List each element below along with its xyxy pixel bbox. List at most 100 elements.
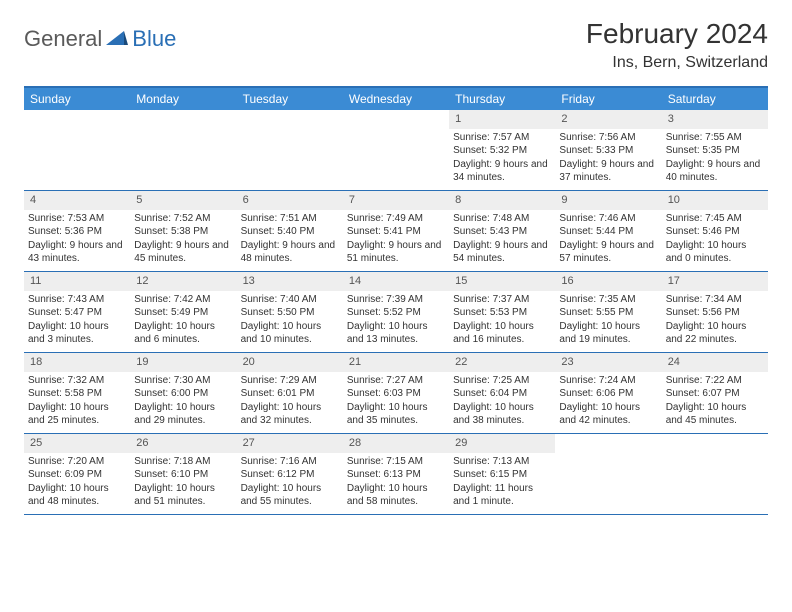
daylight-text: Daylight: 10 hours and 38 minutes. bbox=[453, 401, 551, 428]
day-cell: 21Sunrise: 7:27 AMSunset: 6:03 PMDayligh… bbox=[343, 353, 449, 433]
daylight-text: Daylight: 10 hours and 35 minutes. bbox=[347, 401, 445, 428]
sunrise-text: Sunrise: 7:22 AM bbox=[666, 374, 764, 388]
daylight-text: Daylight: 10 hours and 19 minutes. bbox=[559, 320, 657, 347]
day-cell: 18Sunrise: 7:32 AMSunset: 5:58 PMDayligh… bbox=[24, 353, 130, 433]
sunrise-text: Sunrise: 7:24 AM bbox=[559, 374, 657, 388]
day-cell: 20Sunrise: 7:29 AMSunset: 6:01 PMDayligh… bbox=[237, 353, 343, 433]
day-cell: 23Sunrise: 7:24 AMSunset: 6:06 PMDayligh… bbox=[555, 353, 661, 433]
sunrise-text: Sunrise: 7:45 AM bbox=[666, 212, 764, 226]
daylight-text: Daylight: 9 hours and 45 minutes. bbox=[134, 239, 232, 266]
logo: General Blue bbox=[24, 18, 176, 52]
day-number: 7 bbox=[343, 191, 449, 210]
sunset-text: Sunset: 5:46 PM bbox=[666, 225, 764, 239]
sunset-text: Sunset: 6:13 PM bbox=[347, 468, 445, 482]
title-block: February 2024 Ins, Bern, Switzerland bbox=[586, 18, 768, 72]
day-body: Sunrise: 7:52 AMSunset: 5:38 PMDaylight:… bbox=[130, 210, 236, 270]
day-number: 3 bbox=[662, 110, 768, 129]
daylight-text: Daylight: 10 hours and 0 minutes. bbox=[666, 239, 764, 266]
day-number: 17 bbox=[662, 272, 768, 291]
daylight-text: Daylight: 9 hours and 34 minutes. bbox=[453, 158, 551, 185]
logo-text-general: General bbox=[24, 26, 102, 52]
sunset-text: Sunset: 6:12 PM bbox=[241, 468, 339, 482]
day-header: Wednesday bbox=[343, 88, 449, 110]
day-number: 24 bbox=[662, 353, 768, 372]
day-number: 4 bbox=[24, 191, 130, 210]
sunset-text: Sunset: 6:09 PM bbox=[28, 468, 126, 482]
day-number: 11 bbox=[24, 272, 130, 291]
day-cell: 29Sunrise: 7:13 AMSunset: 6:15 PMDayligh… bbox=[449, 434, 555, 514]
day-header: Saturday bbox=[662, 88, 768, 110]
day-header-row: SundayMondayTuesdayWednesdayThursdayFrid… bbox=[24, 88, 768, 110]
sunrise-text: Sunrise: 7:43 AM bbox=[28, 293, 126, 307]
sunrise-text: Sunrise: 7:25 AM bbox=[453, 374, 551, 388]
day-header: Monday bbox=[130, 88, 236, 110]
triangle-icon bbox=[106, 29, 128, 50]
week-row: 18Sunrise: 7:32 AMSunset: 5:58 PMDayligh… bbox=[24, 353, 768, 434]
daylight-text: Daylight: 10 hours and 13 minutes. bbox=[347, 320, 445, 347]
day-number: 20 bbox=[237, 353, 343, 372]
sunrise-text: Sunrise: 7:35 AM bbox=[559, 293, 657, 307]
day-body: Sunrise: 7:24 AMSunset: 6:06 PMDaylight:… bbox=[555, 372, 661, 432]
day-cell: 24Sunrise: 7:22 AMSunset: 6:07 PMDayligh… bbox=[662, 353, 768, 433]
sunrise-text: Sunrise: 7:55 AM bbox=[666, 131, 764, 145]
daylight-text: Daylight: 10 hours and 10 minutes. bbox=[241, 320, 339, 347]
sunrise-text: Sunrise: 7:53 AM bbox=[28, 212, 126, 226]
sunset-text: Sunset: 5:55 PM bbox=[559, 306, 657, 320]
day-cell: 16 Sunrise: 7:35 AMSunset: 5:55 PMDayligh… bbox=[555, 272, 661, 352]
day-cell: 27Sunrise: 7:16 AMSunset: 6:12 PMDayligh… bbox=[237, 434, 343, 514]
sunset-text: Sunset: 5:50 PM bbox=[241, 306, 339, 320]
day-number: 12 bbox=[130, 272, 236, 291]
calendar-body: 1Sunrise: 7:57 AMSunset: 5:32 PMDaylight… bbox=[24, 110, 768, 515]
sunrise-text: Sunrise: 7:20 AM bbox=[28, 455, 126, 469]
sunset-text: Sunset: 5:47 PM bbox=[28, 306, 126, 320]
day-body: Sunrise: 7:48 AMSunset: 5:43 PMDaylight:… bbox=[449, 210, 555, 270]
day-body: Sunrise: 7:46 AMSunset: 5:44 PMDaylight:… bbox=[555, 210, 661, 270]
daylight-text: Daylight: 10 hours and 58 minutes. bbox=[347, 482, 445, 509]
day-header: Thursday bbox=[449, 88, 555, 110]
day-cell: 6Sunrise: 7:51 AMSunset: 5:40 PMDaylight… bbox=[237, 191, 343, 271]
daylight-text: Daylight: 10 hours and 32 minutes. bbox=[241, 401, 339, 428]
day-body: Sunrise: 7:57 AMSunset: 5:32 PMDaylight:… bbox=[449, 129, 555, 189]
sunset-text: Sunset: 6:03 PM bbox=[347, 387, 445, 401]
day-number: 16 bbox=[555, 272, 661, 291]
daylight-text: Daylight: 9 hours and 51 minutes. bbox=[347, 239, 445, 266]
day-number: 25 bbox=[24, 434, 130, 453]
daylight-text: Daylight: 9 hours and 54 minutes. bbox=[453, 239, 551, 266]
day-cell: 4Sunrise: 7:53 AMSunset: 5:36 PMDaylight… bbox=[24, 191, 130, 271]
sunset-text: Sunset: 5:43 PM bbox=[453, 225, 551, 239]
day-body: Sunrise: 7:29 AMSunset: 6:01 PMDaylight:… bbox=[237, 372, 343, 432]
empty-cell bbox=[343, 110, 449, 190]
sunrise-text: Sunrise: 7:29 AM bbox=[241, 374, 339, 388]
day-body: Sunrise: 7:51 AMSunset: 5:40 PMDaylight:… bbox=[237, 210, 343, 270]
header: General Blue February 2024 Ins, Bern, Sw… bbox=[24, 18, 768, 72]
daylight-text: Daylight: 10 hours and 51 minutes. bbox=[134, 482, 232, 509]
sunset-text: Sunset: 6:01 PM bbox=[241, 387, 339, 401]
day-body: Sunrise: 7:15 AMSunset: 6:13 PMDaylight:… bbox=[343, 453, 449, 513]
sunrise-text: Sunrise: 7:56 AM bbox=[559, 131, 657, 145]
day-number: 14 bbox=[343, 272, 449, 291]
daylight-text: Daylight: 10 hours and 6 minutes. bbox=[134, 320, 232, 347]
daylight-text: Daylight: 10 hours and 42 minutes. bbox=[559, 401, 657, 428]
sunset-text: Sunset: 5:53 PM bbox=[453, 306, 551, 320]
sunset-text: Sunset: 5:33 PM bbox=[559, 144, 657, 158]
day-cell: 19Sunrise: 7:30 AMSunset: 6:00 PMDayligh… bbox=[130, 353, 236, 433]
sunrise-text: Sunrise: 7:40 AM bbox=[241, 293, 339, 307]
sunrise-text: Sunrise: 7:34 AM bbox=[666, 293, 764, 307]
sunrise-text: Sunrise: 7:27 AM bbox=[347, 374, 445, 388]
day-cell: 2Sunrise: 7:56 AMSunset: 5:33 PMDaylight… bbox=[555, 110, 661, 190]
daylight-text: Daylight: 10 hours and 16 minutes. bbox=[453, 320, 551, 347]
daylight-text: Daylight: 9 hours and 57 minutes. bbox=[559, 239, 657, 266]
daylight-text: Daylight: 11 hours and 1 minute. bbox=[453, 482, 551, 509]
day-cell: 9Sunrise: 7:46 AMSunset: 5:44 PMDaylight… bbox=[555, 191, 661, 271]
day-cell: 25Sunrise: 7:20 AMSunset: 6:09 PMDayligh… bbox=[24, 434, 130, 514]
daylight-text: Daylight: 9 hours and 40 minutes. bbox=[666, 158, 764, 185]
day-number: 27 bbox=[237, 434, 343, 453]
week-row: 25 Sunrise: 7:20 AMSunset: 6:09 PM Dayligh… bbox=[24, 434, 768, 515]
day-header: Friday bbox=[555, 88, 661, 110]
day-number: 15 bbox=[449, 272, 555, 291]
day-body: Sunrise: 7:27 AMSunset: 6:03 PMDaylight:… bbox=[343, 372, 449, 432]
day-body: Sunrise: 7:37 AMSunset: 5:53 PMDaylight:… bbox=[449, 291, 555, 351]
day-number: 5 bbox=[130, 191, 236, 210]
day-number: 26 bbox=[130, 434, 236, 453]
day-body: Sunrise: 7:49 AMSunset: 5:41 PMDaylight:… bbox=[343, 210, 449, 270]
